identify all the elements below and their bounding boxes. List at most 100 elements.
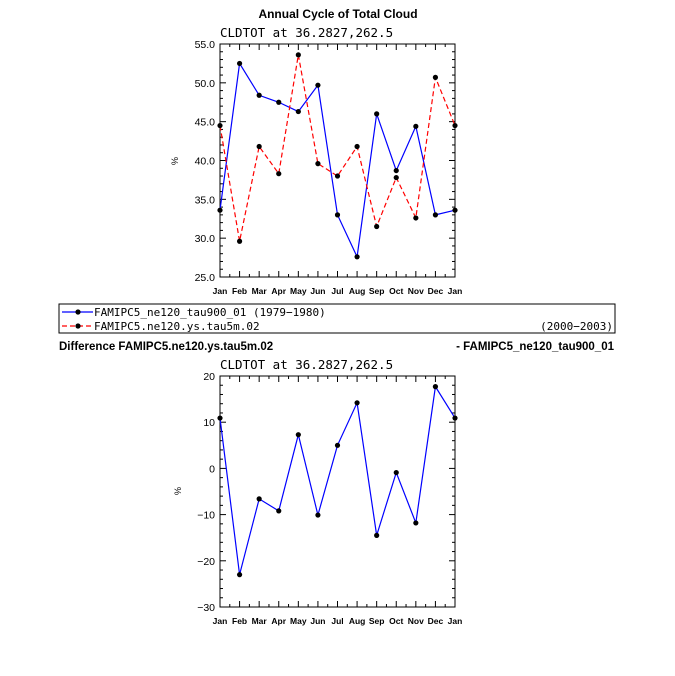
top-chart: CLDTOT at 36.2827,262.5 % 25.0 30.0 35.0 40… bbox=[170, 25, 462, 296]
top-series-2-point bbox=[315, 161, 321, 167]
top-xtick-label: Dec bbox=[428, 286, 444, 296]
top-xtick-label: May bbox=[290, 286, 307, 296]
top-xtick-label: Apr bbox=[271, 286, 286, 296]
top-series-1-point bbox=[334, 212, 341, 218]
top-series-1-point bbox=[217, 207, 223, 213]
bottom-ytick-label: −20 bbox=[197, 556, 215, 568]
top-series-2-point bbox=[276, 171, 282, 177]
top-series-1-point bbox=[236, 60, 243, 67]
bottom-chart-subtitle: CLDTOT at 36.2827,262.5 bbox=[220, 357, 393, 372]
top-ytick-label: 40.0 bbox=[195, 156, 216, 168]
legend-marker-1 bbox=[75, 309, 81, 315]
bottom-ytick-label: 10 bbox=[203, 417, 215, 429]
bottom-xtick-label: Jun bbox=[310, 616, 325, 626]
top-xtick-label: Jan bbox=[448, 286, 463, 296]
top-series-1-point bbox=[315, 82, 321, 88]
top-series-line-1 bbox=[219, 61, 456, 259]
top-series-2-point bbox=[295, 52, 301, 58]
bottom-series-1-point bbox=[276, 508, 282, 514]
top-chart-subtitle: CLDTOT at 36.2827,262.5 bbox=[220, 25, 393, 40]
bottom-series-line-1 bbox=[219, 384, 456, 575]
top-ytick-label: 35.0 bbox=[195, 194, 216, 206]
bottom-series-1-point bbox=[374, 532, 380, 538]
top-ytick-label: 50.0 bbox=[195, 78, 216, 90]
top-xtick-label: Jun bbox=[310, 286, 325, 296]
bottom-xtick-label: Mar bbox=[252, 616, 268, 626]
top-series-2-point bbox=[217, 122, 223, 129]
bottom-ytick-label: 0 bbox=[209, 463, 215, 475]
bottom-xtick-label: Jan bbox=[213, 616, 228, 626]
top-series-2-point bbox=[374, 223, 380, 230]
top-series-1-point bbox=[374, 111, 380, 117]
bottom-xtick-label: May bbox=[290, 616, 307, 626]
bottom-ytick-label: −30 bbox=[197, 602, 215, 614]
bottom-ytick-label: −10 bbox=[197, 510, 215, 522]
bottom-xtick-label: Apr bbox=[271, 616, 286, 626]
top-xtick-label: Mar bbox=[252, 286, 268, 296]
bottom-series-1-point bbox=[256, 496, 262, 502]
bottom-series-1-point bbox=[452, 415, 458, 421]
bottom-series-1-point bbox=[393, 469, 399, 476]
bottom-xtick-label: Jul bbox=[331, 616, 343, 626]
bottom-series-1-point bbox=[432, 384, 439, 390]
top-series-2-point bbox=[256, 143, 262, 150]
top-series-2-point bbox=[432, 74, 439, 80]
top-xtick-label: Oct bbox=[389, 286, 403, 296]
legend-box bbox=[58, 303, 616, 334]
top-ytick-label: 25.0 bbox=[195, 272, 216, 284]
top-chart-plot-frame bbox=[219, 43, 456, 278]
top-ytick-label: 55.0 bbox=[195, 39, 216, 51]
legend-label-2: FAMIPC5.ne120.ys.tau5m.02 bbox=[94, 320, 260, 333]
legend: FAMIPC5_ne120_tau900_01 (1979−1980) FAMI… bbox=[58, 303, 616, 334]
top-series-2-point bbox=[354, 143, 360, 150]
top-series-1-point bbox=[413, 123, 419, 129]
bottom-xtick-label: Nov bbox=[408, 616, 424, 626]
bottom-series-1-point bbox=[217, 415, 223, 421]
top-series-1-point bbox=[354, 254, 360, 260]
figure-title: Annual Cycle of Total Cloud bbox=[258, 7, 417, 21]
legend-label-1: FAMIPC5_ne120_tau900_01 (1979−1980) bbox=[94, 306, 326, 319]
top-series-2-point bbox=[334, 173, 341, 179]
bottom-series-1-point bbox=[413, 520, 419, 526]
top-xtick-label: Feb bbox=[232, 286, 247, 296]
top-xtick-label: Jan bbox=[213, 286, 228, 296]
top-series-1-point bbox=[256, 92, 262, 98]
bottom-series-1-point bbox=[236, 572, 243, 578]
top-series-2-point bbox=[236, 238, 243, 244]
bottom-series-1-point bbox=[354, 400, 360, 406]
legend-marker-2 bbox=[75, 323, 81, 329]
top-series-2-point bbox=[452, 122, 458, 129]
bottom-ytick-label: 20 bbox=[203, 371, 215, 383]
bottom-xtick-label: Feb bbox=[232, 616, 247, 626]
top-series-1-point bbox=[432, 212, 439, 218]
top-xtick-label: Nov bbox=[408, 286, 424, 296]
top-xtick-label: Sep bbox=[369, 286, 385, 296]
top-series-1-point bbox=[295, 108, 301, 115]
top-ytick-label: 45.0 bbox=[195, 117, 216, 129]
bottom-xtick-label: Aug bbox=[349, 616, 366, 626]
bottom-xtick-label: Oct bbox=[389, 616, 403, 626]
top-series-1-point bbox=[276, 99, 282, 105]
top-series-2-point bbox=[393, 174, 399, 181]
bottom-xtick-label: Sep bbox=[369, 616, 385, 626]
bottom-series-1-point bbox=[295, 432, 301, 438]
legend-entry-1: FAMIPC5_ne120_tau900_01 (1979−1980) bbox=[62, 306, 326, 319]
top-ytick-label: 30.0 bbox=[195, 233, 216, 245]
difference-title-right: - FAMIPC5_ne120_tau900_01 bbox=[456, 341, 614, 353]
top-series-1-point bbox=[452, 207, 458, 213]
difference-title-left: Difference FAMIPC5.ne120.ys.tau5m.02 bbox=[59, 341, 273, 353]
legend-entry-2: FAMIPC5.ne120.ys.tau5m.02 (2000−2003) bbox=[62, 320, 613, 333]
legend-period-2: (2000−2003) bbox=[540, 320, 613, 333]
bottom-xtick-label: Jan bbox=[448, 616, 463, 626]
top-xtick-label: Aug bbox=[349, 286, 366, 296]
top-chart-ylabel: % bbox=[170, 157, 180, 165]
bottom-xtick-label: Dec bbox=[428, 616, 444, 626]
top-series-2-point bbox=[413, 215, 419, 221]
bottom-chart: CLDTOT at 36.2827,262.5 % −30 −20 −10 0 10 20… bbox=[173, 357, 462, 626]
bottom-series-1-point bbox=[334, 442, 341, 448]
top-xtick-label: Jul bbox=[331, 286, 343, 296]
bottom-chart-ylabel: % bbox=[173, 487, 183, 495]
top-series-1-point bbox=[393, 167, 399, 174]
bottom-series-1-point bbox=[315, 512, 321, 518]
